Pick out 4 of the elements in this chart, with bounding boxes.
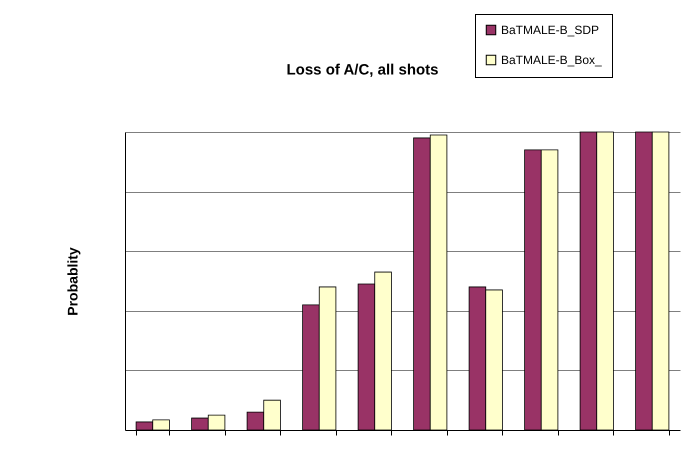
legend-label: BaTMALE-B_SDP bbox=[501, 23, 600, 37]
y-axis-title: Probablity bbox=[64, 247, 80, 316]
chart-title: Loss of A/C, all shots bbox=[286, 62, 438, 78]
legend-label: BaTMALE-B_Box_ bbox=[501, 53, 602, 67]
